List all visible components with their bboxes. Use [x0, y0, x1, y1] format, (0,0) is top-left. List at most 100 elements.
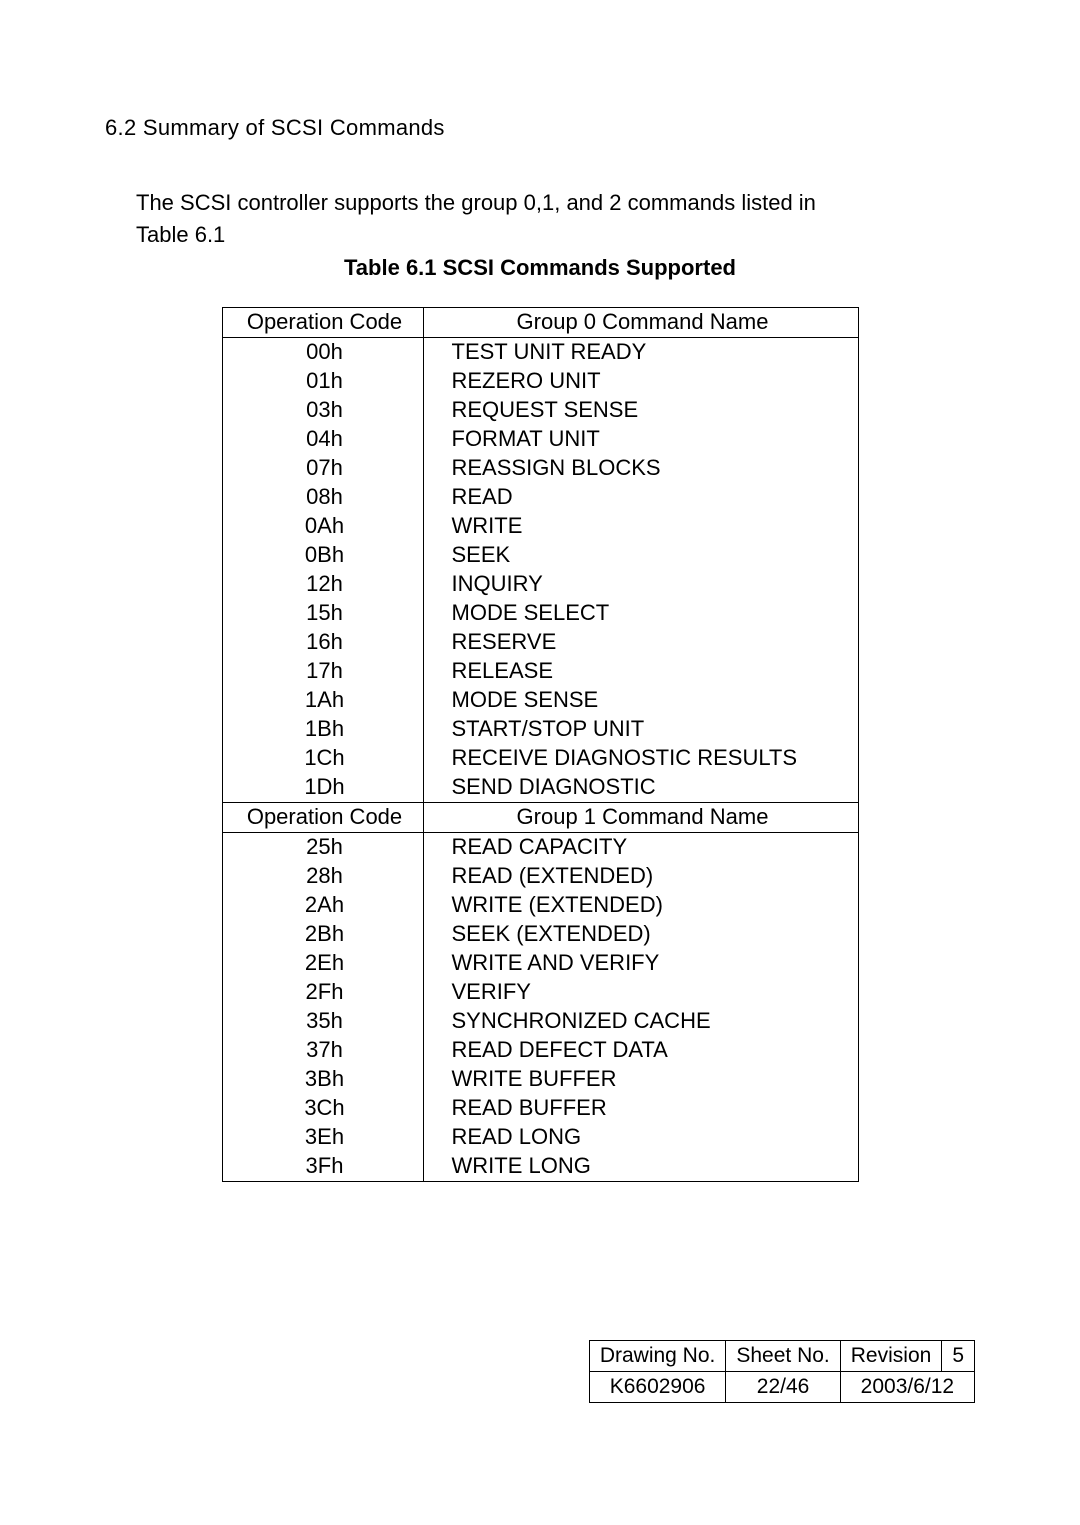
table-row: 08hREAD: [222, 483, 858, 512]
op-code-cell: 1Bh: [222, 715, 423, 744]
op-code-cell: 2Bh: [222, 920, 423, 949]
command-name-cell: RECEIVE DIAGNOSTIC RESULTS: [423, 744, 858, 773]
document-footer-block: Drawing No. Sheet No. Revision 5 K660290…: [589, 1340, 975, 1403]
op-code-cell: 0Bh: [222, 541, 423, 570]
op-code-cell: 0Ah: [222, 512, 423, 541]
op-code-cell: 01h: [222, 367, 423, 396]
op-code-cell: 37h: [222, 1036, 423, 1065]
table-row: 1BhSTART/STOP UNIT: [222, 715, 858, 744]
footer-revision-date: 2003/6/12: [840, 1372, 974, 1403]
op-code-cell: 1Ch: [222, 744, 423, 773]
command-name-cell: SEEK (EXTENDED): [423, 920, 858, 949]
command-name-cell: READ: [423, 483, 858, 512]
footer-header-row: Drawing No. Sheet No. Revision 5: [589, 1341, 974, 1372]
op-code-cell: 2Ah: [222, 891, 423, 920]
op-code-cell: 03h: [222, 396, 423, 425]
op-code-cell: 1Ah: [222, 686, 423, 715]
table-row: 2FhVERIFY: [222, 978, 858, 1007]
command-name-cell: SEEK: [423, 541, 858, 570]
table-row: 16hRESERVE: [222, 628, 858, 657]
footer-revision-label: Revision: [840, 1341, 942, 1372]
op-code-cell: 35h: [222, 1007, 423, 1036]
footer-sheet-no-value: 22/46: [726, 1372, 840, 1403]
footer-sheet-no-label: Sheet No.: [726, 1341, 840, 1372]
op-code-cell: 04h: [222, 425, 423, 454]
op-code-cell: 12h: [222, 570, 423, 599]
command-name-cell: INQUIRY: [423, 570, 858, 599]
command-name-cell: RELEASE: [423, 657, 858, 686]
table-row: 28hREAD (EXTENDED): [222, 862, 858, 891]
op-code-cell: 28h: [222, 862, 423, 891]
footer-value-row: K6602906 22/46 2003/6/12: [589, 1372, 974, 1403]
table-row: 2AhWRITE (EXTENDED): [222, 891, 858, 920]
command-name-cell: READ BUFFER: [423, 1094, 858, 1123]
scsi-commands-table: Operation Code Group 0 Command Name 00hT…: [222, 307, 859, 1182]
table-row: 15hMODE SELECT: [222, 599, 858, 628]
op-code-cell: 3Fh: [222, 1152, 423, 1182]
section-heading: 6.2 Summary of SCSI Commands: [105, 115, 980, 141]
table-row: 00hTEST UNIT READY: [222, 337, 858, 367]
command-name-cell: WRITE AND VERIFY: [423, 949, 858, 978]
table-row: 1AhMODE SENSE: [222, 686, 858, 715]
op-code-cell: 16h: [222, 628, 423, 657]
command-name-cell: FORMAT UNIT: [423, 425, 858, 454]
intro-text: The SCSI controller supports the group 0…: [136, 187, 980, 251]
command-name-cell: VERIFY: [423, 978, 858, 1007]
table-row: 1ChRECEIVE DIAGNOSTIC RESULTS: [222, 744, 858, 773]
command-name-cell: WRITE BUFFER: [423, 1065, 858, 1094]
command-name-cell: REQUEST SENSE: [423, 396, 858, 425]
header-command-name: Group 1 Command Name: [423, 802, 858, 832]
command-name-cell: WRITE LONG: [423, 1152, 858, 1182]
op-code-cell: 3Ch: [222, 1094, 423, 1123]
table-row: 3EhREAD LONG: [222, 1123, 858, 1152]
command-name-cell: SEND DIAGNOSTIC: [423, 773, 858, 803]
op-code-cell: 07h: [222, 454, 423, 483]
header-op-code: Operation Code: [222, 802, 423, 832]
footer-drawing-no-value: K6602906: [589, 1372, 726, 1403]
command-name-cell: READ DEFECT DATA: [423, 1036, 858, 1065]
footer-rev-number: 5: [942, 1341, 975, 1372]
table-row: 37hREAD DEFECT DATA: [222, 1036, 858, 1065]
command-name-cell: MODE SENSE: [423, 686, 858, 715]
op-code-cell: 00h: [222, 337, 423, 367]
table-row: 3ChREAD BUFFER: [222, 1094, 858, 1123]
command-name-cell: RESERVE: [423, 628, 858, 657]
table-header-row: Operation Code Group 0 Command Name: [222, 307, 858, 337]
page: 6.2 Summary of SCSI Commands The SCSI co…: [0, 0, 1080, 1525]
intro-line-1: The SCSI controller supports the group 0…: [136, 190, 816, 215]
table-row: 07hREASSIGN BLOCKS: [222, 454, 858, 483]
table-row: 0AhWRITE: [222, 512, 858, 541]
header-command-name: Group 0 Command Name: [423, 307, 858, 337]
table-title: Table 6.1 SCSI Commands Supported: [100, 255, 980, 281]
command-name-cell: TEST UNIT READY: [423, 337, 858, 367]
table-row: 1DhSEND DIAGNOSTIC: [222, 773, 858, 803]
table-row: 12hINQUIRY: [222, 570, 858, 599]
op-code-cell: 1Dh: [222, 773, 423, 803]
op-code-cell: 2Fh: [222, 978, 423, 1007]
op-code-cell: 08h: [222, 483, 423, 512]
table-row: 25hREAD CAPACITY: [222, 832, 858, 862]
table-row: 0BhSEEK: [222, 541, 858, 570]
command-name-cell: REZERO UNIT: [423, 367, 858, 396]
table-row: 2BhSEEK (EXTENDED): [222, 920, 858, 949]
command-name-cell: REASSIGN BLOCKS: [423, 454, 858, 483]
op-code-cell: 3Bh: [222, 1065, 423, 1094]
table-row: 17hRELEASE: [222, 657, 858, 686]
op-code-cell: 15h: [222, 599, 423, 628]
command-name-cell: WRITE (EXTENDED): [423, 891, 858, 920]
table-row: 35hSYNCHRONIZED CACHE: [222, 1007, 858, 1036]
table-header-row: Operation Code Group 1 Command Name: [222, 802, 858, 832]
header-op-code: Operation Code: [222, 307, 423, 337]
command-name-cell: MODE SELECT: [423, 599, 858, 628]
command-name-cell: READ CAPACITY: [423, 832, 858, 862]
intro-line-2: Table 6.1: [136, 222, 225, 247]
footer-drawing-no-label: Drawing No.: [589, 1341, 726, 1372]
table-row: 04hFORMAT UNIT: [222, 425, 858, 454]
table-row: 2EhWRITE AND VERIFY: [222, 949, 858, 978]
command-name-cell: READ LONG: [423, 1123, 858, 1152]
table-row: 03hREQUEST SENSE: [222, 396, 858, 425]
op-code-cell: 17h: [222, 657, 423, 686]
op-code-cell: 2Eh: [222, 949, 423, 978]
table-row: 3BhWRITE BUFFER: [222, 1065, 858, 1094]
table-row: 3FhWRITE LONG: [222, 1152, 858, 1182]
